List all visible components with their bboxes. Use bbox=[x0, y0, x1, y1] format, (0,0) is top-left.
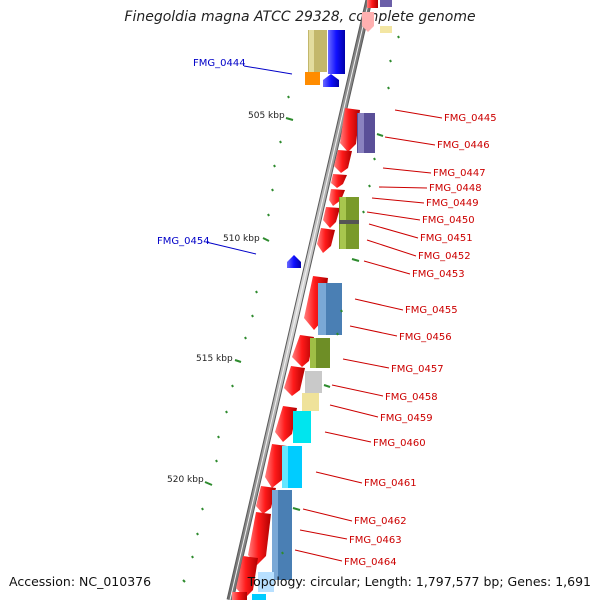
genome-info-label: Topology: circular; Length: 1,797,577 bp… bbox=[247, 574, 591, 589]
gene-label-FMG-0464[interactable]: FMG_0464 bbox=[344, 557, 397, 568]
gene-label-FMG-0451[interactable]: FMG_0451 bbox=[420, 233, 473, 244]
gene-label-FMG-0459[interactable]: FMG_0459 bbox=[380, 413, 433, 424]
position-label: 515 kbp bbox=[196, 354, 233, 364]
gene-label-FMG-0462[interactable]: FMG_0462 bbox=[354, 516, 407, 527]
gene-block-0454 bbox=[287, 255, 301, 268]
gene-label-FMG-0456[interactable]: FMG_0456 bbox=[399, 332, 452, 343]
gene-blocks-0444 bbox=[305, 30, 345, 87]
feature-tick-marks bbox=[182, 35, 400, 583]
forward-gene-labels bbox=[294, 109, 443, 562]
gene-label-FMG-0445[interactable]: FMG_0445 bbox=[444, 113, 497, 124]
gene-label-FMG-0450[interactable]: FMG_0450 bbox=[422, 215, 475, 226]
gene-label-FMG-0449[interactable]: FMG_0449 bbox=[426, 198, 479, 209]
gene-label-FMG-0461[interactable]: FMG_0461 bbox=[364, 478, 417, 489]
gene-label-FMG-0453[interactable]: FMG_0453 bbox=[412, 269, 465, 280]
gene-label-FMG-0455[interactable]: FMG_0455 bbox=[405, 305, 458, 316]
forward-gene-label-texts: FMG_0445 FMG_0446 FMG_0447 FMG_0448 FMG_… bbox=[344, 113, 497, 568]
position-label: 520 kbp bbox=[167, 475, 204, 485]
reverse-gene-labels: FMG_0444 FMG_0454 bbox=[157, 58, 293, 255]
gene-label-FMG-0446[interactable]: FMG_0446 bbox=[437, 140, 490, 151]
gene-label-FMG-0444[interactable]: FMG_0444 bbox=[193, 58, 246, 69]
gene-label-FMG-0454[interactable]: FMG_0454 bbox=[157, 236, 210, 247]
gene-label-FMG-0452[interactable]: FMG_0452 bbox=[418, 251, 471, 262]
gene-label-FMG-0457[interactable]: FMG_0457 bbox=[391, 364, 444, 375]
feature-block-top bbox=[362, 0, 392, 33]
gene-label-FMG-0447[interactable]: FMG_0447 bbox=[433, 168, 486, 179]
gene-blocks-0455-0464 bbox=[232, 276, 342, 600]
gene-label-FMG-0458[interactable]: FMG_0458 bbox=[385, 392, 438, 403]
position-marks: 505 kbp 510 kbp 515 kbp 520 kbp bbox=[167, 111, 285, 485]
accession-label: Accession: NC_010376 bbox=[9, 574, 152, 589]
gene-label-FMG-0460[interactable]: FMG_0460 bbox=[373, 438, 426, 449]
map-title: Finegoldia magna ATCC 29328, complete ge… bbox=[124, 9, 476, 25]
gene-blocks-0445-0453 bbox=[317, 108, 375, 253]
gene-label-FMG-0463[interactable]: FMG_0463 bbox=[349, 535, 402, 546]
position-label: 510 kbp bbox=[223, 234, 260, 244]
gene-label-FMG-0448[interactable]: FMG_0448 bbox=[429, 183, 482, 194]
position-label: 505 kbp bbox=[248, 111, 285, 121]
